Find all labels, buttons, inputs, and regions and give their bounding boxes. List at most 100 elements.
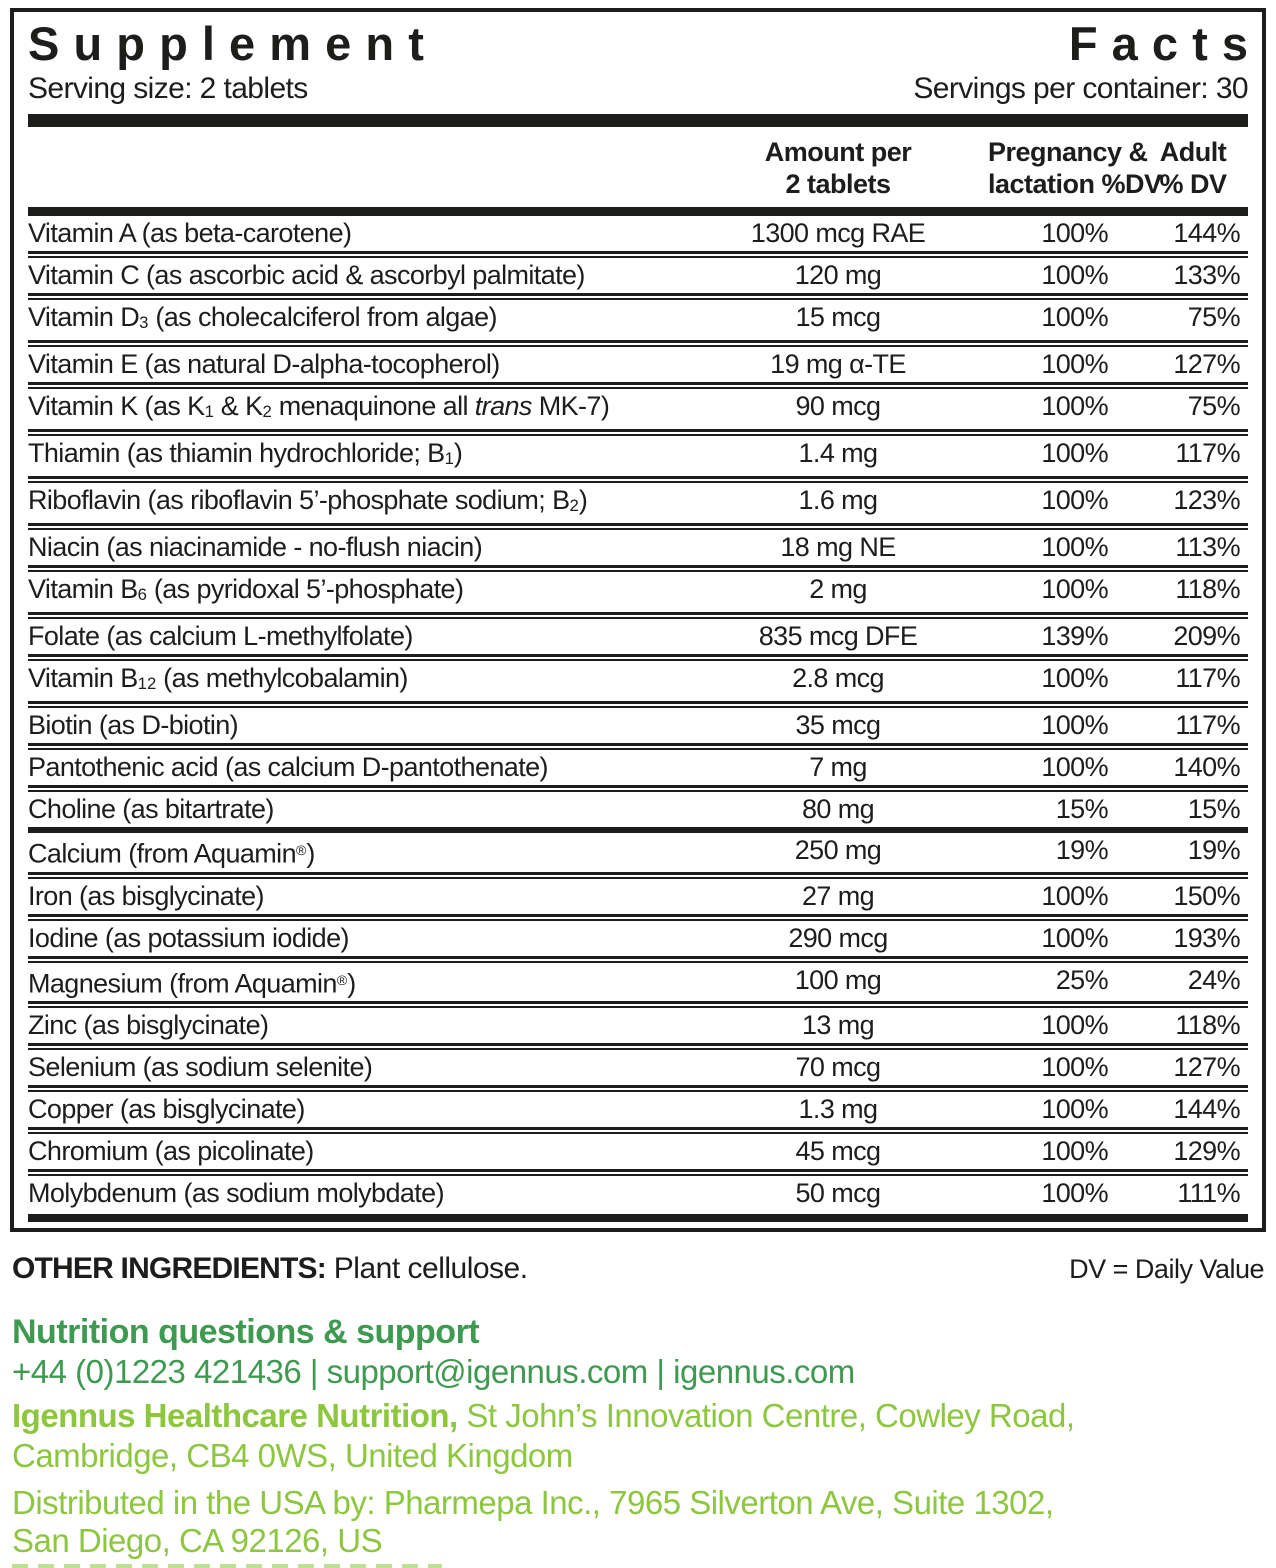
row-divider — [28, 653, 1248, 661]
nutrient-adult-dv: 117% — [1175, 709, 1240, 740]
table-row: Niacin (as niacinamide - no-flush niacin… — [28, 530, 1248, 565]
nutrient-adult-dv: 118% — [1175, 573, 1240, 604]
row-divider — [28, 1001, 1248, 1009]
nutrient-amount: 45 mcg — [795, 1136, 882, 1167]
row-divider — [28, 700, 1248, 708]
nutrient-adult-dv: 113% — [1175, 531, 1240, 562]
nutrient-pregnancy-dv: 100% — [1041, 751, 1108, 782]
company-address-line2: Cambridge, CB4 0WS, United Kingdom — [12, 1437, 573, 1475]
company-address: Igennus Healthcare Nutrition, St John’s … — [12, 1396, 1264, 1476]
distributor-info: Distributed in the USA by: Pharmepa Inc.… — [12, 1484, 1264, 1560]
nutrient-pregnancy-dv: 100% — [1041, 662, 1108, 693]
nutrient-name: Vitamin C (as ascorbic acid & ascorbyl p… — [28, 259, 585, 290]
nutrient-pregnancy-dv: 100% — [1041, 922, 1108, 953]
distributor-line2: San Diego, CA 92126, US — [12, 1522, 383, 1560]
nutrient-pregnancy-dv: 100% — [1041, 880, 1108, 911]
nutrient-name: Niacin (as niacinamide - no-flush niacin… — [28, 531, 483, 562]
nutrient-name: Zinc (as bisglycinate) — [28, 1010, 269, 1041]
nutrient-name: Vitamin B12 (as methylcobalamin) — [28, 662, 408, 693]
servings-per-container-text: Servings per container: 30 — [913, 71, 1248, 105]
serving-size-text: Serving size: 2 tablets — [28, 71, 308, 105]
nutrient-pregnancy-dv: 100% — [1041, 390, 1108, 421]
nutrient-pregnancy-dv: 100% — [1041, 573, 1108, 604]
column-header-pregnancy: Pregnancy & lactation %DV — [988, 137, 1162, 200]
nutrient-amount: 1300 mcg RAE — [750, 217, 926, 248]
row-divider — [28, 611, 1248, 619]
nutrient-adult-dv: 118% — [1175, 1010, 1240, 1041]
company-name: Igennus Healthcare Nutrition, — [12, 1397, 458, 1435]
nutrient-amount: 27 mg — [801, 880, 875, 911]
row-divider — [28, 1127, 1248, 1135]
nutrient-pregnancy-dv: 100% — [1041, 1052, 1108, 1083]
nutrient-pregnancy-dv: 100% — [1041, 484, 1108, 515]
table-row: Biotin (as D-biotin) 35 mcg 100% 117% — [28, 708, 1248, 743]
nutrient-name: Copper (as bisglycinate) — [28, 1094, 305, 1125]
nutrient-amount: 120 mg — [794, 259, 882, 290]
row-divider — [28, 381, 1248, 389]
nutrient-name: Vitamin A (as beta-carotene) — [28, 217, 352, 248]
nutrient-adult-dv: 117% — [1175, 437, 1240, 468]
row-divider — [28, 955, 1248, 963]
nutrient-pregnancy-dv: 15% — [1055, 793, 1109, 824]
row-divider — [28, 1169, 1248, 1177]
nutrient-adult-dv: 24% — [1187, 964, 1241, 995]
nutrient-amount: 70 mcg — [795, 1052, 882, 1083]
nutrient-amount: 13 mg — [801, 1010, 875, 1041]
nutrient-pregnancy-dv: 100% — [1041, 348, 1108, 379]
company-address-line1: Igennus Healthcare Nutrition, St John’s … — [12, 1397, 1075, 1435]
nutrient-name: Thiamin (as thiamin hydrochloride; B1) — [28, 437, 463, 468]
row-divider — [28, 428, 1248, 436]
nutrient-adult-dv: 129% — [1173, 1136, 1240, 1167]
nutrient-adult-dv: 19% — [1187, 834, 1241, 865]
nutrient-name: Vitamin D3 (as cholecalciferol from alga… — [28, 301, 498, 332]
nutrient-pregnancy-dv: 100% — [1041, 1094, 1108, 1125]
table-row: Pantothenic acid (as calcium D-pantothen… — [28, 750, 1248, 785]
nutrient-name: Chromium (as picolinate) — [28, 1136, 314, 1167]
nutrient-amount: 80 mg — [801, 793, 875, 824]
nutrient-name: Molybdenum (as sodium molybdate) — [28, 1178, 445, 1209]
panel-title: Supplement Facts — [28, 16, 1248, 70]
nutrient-adult-dv: 15% — [1187, 793, 1241, 824]
nutrient-amount: 835 mcg DFE — [758, 620, 918, 651]
nutrient-amount: 50 mcg — [795, 1178, 882, 1209]
row-divider — [28, 1043, 1248, 1051]
nutrient-name: Choline (as bitartrate) — [28, 793, 274, 824]
nutrient-amount: 1.4 mg — [798, 437, 879, 468]
table-row: Vitamin B12 (as methylcobalamin) 2.8 mcg 1… — [28, 661, 1248, 701]
nutrient-amount: 7 mg — [809, 751, 867, 782]
other-ingredients-row: OTHER INGREDIENTS: Plant cellulose. DV =… — [12, 1252, 1264, 1286]
nutrient-adult-dv: 133% — [1173, 259, 1240, 290]
column-header-amount: Amount per 2 tablets — [764, 137, 912, 200]
nutrient-name: Calcium (from Aquamin®) — [28, 838, 315, 869]
table-row: Riboflavin (as riboflavin 5’-phosphate s… — [28, 483, 1248, 523]
nutrient-pregnancy-dv: 100% — [1041, 437, 1108, 468]
nutrient-amount: 18 mg NE — [780, 531, 896, 562]
table-row: Choline (as bitartrate) 80 mg 15% 15% — [28, 792, 1248, 827]
nutrient-adult-dv: 111% — [1177, 1178, 1240, 1209]
nutrient-pregnancy-dv: 100% — [1041, 709, 1108, 740]
table-row: Iodine (as potassium iodide) 290 mcg 100% 1… — [28, 921, 1248, 956]
row-divider — [28, 564, 1248, 572]
nutrient-pregnancy-dv: 139% — [1041, 620, 1108, 651]
nutrient-adult-dv: 75% — [1187, 301, 1241, 332]
title-word-supplement: Supplement — [28, 17, 438, 70]
nutrient-amount: 1.6 mg — [798, 484, 879, 515]
row-divider — [28, 871, 1248, 879]
heavy-divider-bottom — [28, 1214, 1248, 1223]
nutrient-amount: 290 mcg — [788, 922, 888, 953]
nutrient-pregnancy-dv: 100% — [1041, 301, 1108, 332]
nutrient-adult-dv: 127% — [1173, 1052, 1240, 1083]
table-row: Vitamin C (as ascorbic acid & ascorbyl p… — [28, 258, 1248, 293]
nutrient-pregnancy-dv: 100% — [1041, 1010, 1108, 1041]
section-divider — [28, 826, 1248, 833]
row-divider — [28, 742, 1248, 750]
row-divider — [28, 522, 1248, 530]
nutrient-adult-dv: 150% — [1173, 880, 1240, 911]
table-row: Vitamin B6 (as pyridoxal 5’-phosphate) 2 … — [28, 572, 1248, 612]
supplement-facts-panel: Supplement Facts Serving size: 2 tablets… — [10, 8, 1266, 1233]
nutrient-pregnancy-dv: 100% — [1041, 259, 1108, 290]
nutrient-amount: 250 mg — [794, 834, 882, 865]
nutrient-name: Pantothenic acid (as calcium D-pantothen… — [28, 751, 549, 782]
table-row: Zinc (as bisglycinate) 13 mg 100% 118% — [28, 1008, 1248, 1043]
nutrient-adult-dv: 193% — [1173, 922, 1240, 953]
